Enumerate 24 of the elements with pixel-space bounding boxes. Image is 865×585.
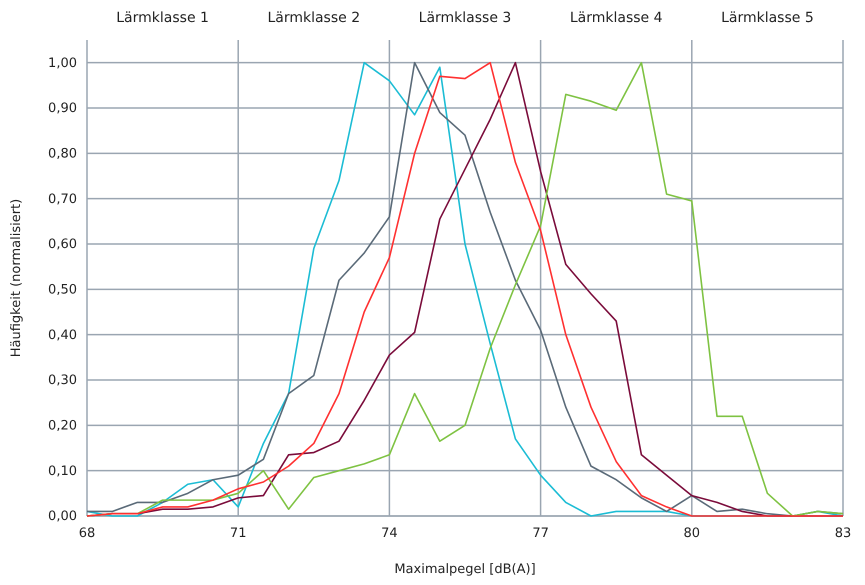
y-tick-label: 1,00 [48, 56, 77, 71]
text: Lärmklasse 4 [570, 10, 663, 26]
y-axis-title: Häufigkeit (normalisiert) [9, 198, 24, 358]
y-tick-label: 0,20 [48, 418, 77, 434]
x-tick-label: 71 [230, 526, 246, 542]
y-tick-label: 0,40 [48, 328, 77, 343]
x-tick-label: 77 [532, 526, 549, 542]
text: Lärmklasse 3 [418, 10, 512, 26]
x-tick-label: 83 [834, 526, 852, 542]
text: Lärmklasse 5 [721, 10, 814, 26]
y-tick-label: 0,10 [48, 464, 77, 479]
y-tick-label: 0,60 [48, 237, 77, 252]
y-tick-label: 0,70 [48, 192, 77, 207]
x-tick-label: 80 [684, 526, 700, 542]
y-tick-label: 0,30 [48, 373, 77, 388]
y-tick-label: 0,50 [48, 282, 77, 298]
text: Lärmklasse 1 [116, 10, 209, 26]
y-tick-label: 0,00 [48, 509, 77, 524]
x-tick-label: 68 [78, 526, 96, 542]
y-tick-label: 0,90 [48, 101, 77, 116]
x-tick-label: 74 [381, 526, 398, 542]
y-tick-label: 0,80 [48, 146, 77, 162]
x-axis-title: Maximalpegel [dB(A)] [394, 562, 536, 577]
text: Lärmklasse 2 [267, 10, 360, 26]
